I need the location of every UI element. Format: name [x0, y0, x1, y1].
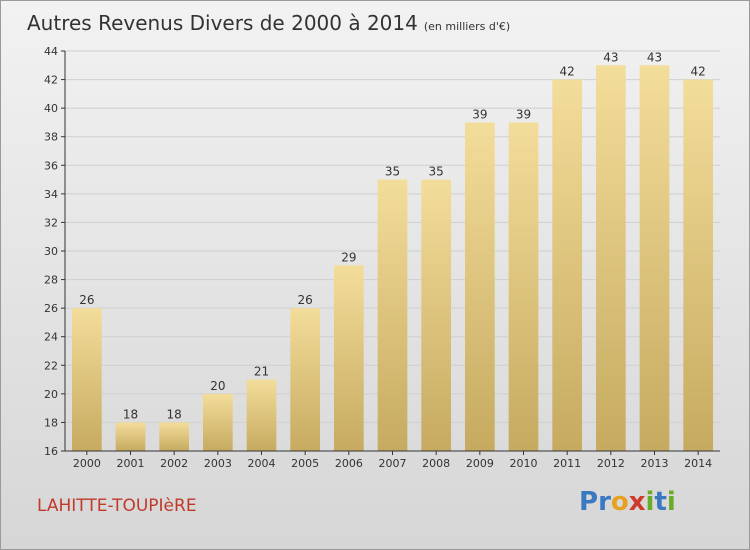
x-tick-label-2000: 2000 — [73, 457, 101, 470]
value-label-2004: 21 — [254, 365, 269, 379]
value-label-2001: 18 — [123, 407, 138, 421]
y-tick-label: 18 — [44, 416, 58, 429]
value-label-2013: 43 — [647, 50, 662, 64]
bars — [71, 65, 714, 452]
value-label-2002: 18 — [167, 407, 182, 421]
y-tick-label: 32 — [44, 216, 58, 229]
x-tick-label-2009: 2009 — [466, 457, 494, 470]
bar-2002 — [159, 422, 190, 451]
x-tick-label-2012: 2012 — [597, 457, 625, 470]
x-tick-label-2006: 2006 — [335, 457, 363, 470]
value-label-2006: 29 — [341, 250, 356, 264]
logo-letter: x — [628, 487, 646, 517]
x-tick-label-2010: 2010 — [510, 457, 538, 470]
proxiti-logo: Proxiti — [579, 487, 676, 517]
logo-letter: o — [610, 487, 629, 517]
bar-2003 — [202, 393, 233, 451]
bar-2013 — [639, 65, 670, 452]
logo-letter: i — [645, 487, 655, 517]
y-tick-label: 40 — [44, 102, 58, 115]
labels: 26 2000 18 2001 18 2002 20 2003 21 2004 26 2005 29 20… — [73, 50, 712, 470]
chart-title-text: Autres Revenus Divers de 2000 à 2014 — [27, 11, 418, 35]
bar-2009 — [464, 122, 495, 451]
x-tick-label-2001: 2001 — [117, 457, 145, 470]
y-tick-label: 20 — [44, 388, 58, 401]
bar-2005 — [290, 308, 321, 451]
x-tick-label-2007: 2007 — [379, 457, 407, 470]
x-tick-label-2003: 2003 — [204, 457, 232, 470]
value-label-2010: 39 — [516, 107, 531, 121]
value-label-2009: 39 — [472, 107, 487, 121]
y-tick-label: 24 — [44, 331, 58, 344]
x-tick-label-2004: 2004 — [248, 457, 276, 470]
y-tick-label: 38 — [44, 131, 58, 144]
y-tick-label: 36 — [44, 159, 58, 172]
y-tick-label: 34 — [44, 188, 58, 201]
y-tick-label: 28 — [44, 274, 58, 287]
logo-letter: t — [654, 487, 667, 517]
x-tick-label-2013: 2013 — [641, 457, 669, 470]
bar-2007 — [377, 179, 408, 452]
bar-2000 — [71, 308, 102, 451]
bar-2004 — [246, 379, 277, 451]
value-label-2003: 20 — [210, 379, 225, 393]
x-tick-label-2008: 2008 — [422, 457, 450, 470]
axes: 16 18 20 22 24 26 28 30 32 34 36 38 40 42 44 — [44, 45, 720, 458]
value-label-2008: 35 — [429, 165, 444, 179]
value-label-2011: 42 — [560, 65, 575, 79]
x-tick-label-2005: 2005 — [291, 457, 319, 470]
x-tick-label-2014: 2014 — [684, 457, 712, 470]
bar-2008 — [421, 179, 452, 452]
logo-letter: i — [666, 487, 676, 517]
chart-unit: (en milliers d'€) — [423, 20, 511, 33]
commune-name: LAHITTE-TOUPIèRE — [37, 496, 197, 516]
bar-2001 — [115, 422, 146, 451]
y-tick-label: 42 — [44, 74, 58, 87]
y-tick-label: 30 — [44, 245, 58, 258]
bar-2014 — [683, 79, 714, 452]
bar-2012 — [595, 65, 626, 452]
value-label-2014: 42 — [691, 65, 706, 79]
chart-title: Autres Revenus Divers de 2000 à 2014 (en … — [27, 11, 510, 35]
x-tick-label-2011: 2011 — [553, 457, 581, 470]
value-label-2007: 35 — [385, 165, 400, 179]
bar-2011 — [552, 79, 583, 452]
y-tick-label: 44 — [44, 45, 58, 58]
logo-letter: P — [579, 487, 599, 517]
value-label-2005: 26 — [298, 293, 313, 307]
x-tick-label-2002: 2002 — [160, 457, 188, 470]
y-tick-label: 16 — [44, 445, 58, 458]
value-label-2012: 43 — [603, 50, 618, 64]
value-label-2000: 26 — [79, 293, 94, 307]
bar-2010 — [508, 122, 539, 451]
y-tick-label: 22 — [44, 359, 58, 372]
bar-2006 — [333, 265, 364, 451]
y-tick-label: 26 — [44, 302, 58, 315]
logo-letter: r — [598, 487, 611, 517]
